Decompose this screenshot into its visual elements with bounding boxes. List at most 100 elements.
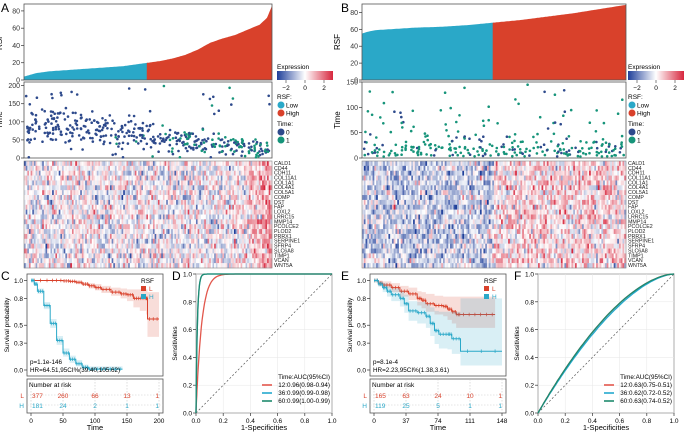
- heatmap-cell: [114, 253, 117, 259]
- heatmap-cell: [209, 161, 212, 167]
- heatmap-cell: [25, 199, 28, 205]
- heatmap-cell: [237, 175, 240, 181]
- heatmap-cell: [192, 180, 195, 186]
- gene-label: COL5A1: [274, 190, 294, 196]
- heatmap-cell: [497, 170, 500, 176]
- heatmap-cell: [171, 253, 174, 259]
- heatmap-cell: [28, 175, 31, 181]
- data-point: [254, 156, 258, 159]
- heatmap-cell: [121, 238, 124, 244]
- heatmap-cell: [62, 195, 64, 201]
- heatmap-cell: [88, 219, 91, 225]
- heatmap-cell: [27, 224, 30, 230]
- heatmap-cell: [407, 170, 410, 176]
- heatmap-cell: [210, 258, 213, 264]
- heatmap-cell: [238, 238, 241, 244]
- heatmap-cell: [146, 180, 149, 186]
- heatmap-cell: [43, 263, 46, 269]
- heatmap-cell: [370, 180, 373, 186]
- heatmap-cell: [66, 214, 69, 220]
- heatmap-cell: [105, 253, 107, 259]
- heatmap-cell: [24, 248, 26, 254]
- heatmap-cell: [62, 224, 64, 230]
- data-point: [59, 130, 63, 133]
- heatmap-cell: [108, 258, 111, 264]
- heatmap-cell: [118, 248, 121, 254]
- heatmap-cell: [232, 253, 235, 259]
- heatmap-cell: [257, 195, 260, 201]
- heatmap-cell: [253, 229, 256, 235]
- heatmap-cell: [91, 185, 94, 191]
- heatmap-cell: [618, 180, 622, 186]
- data-point: [46, 131, 49, 134]
- heatmap-cell: [90, 263, 93, 269]
- heatmap-cell: [263, 204, 266, 210]
- heatmap-cell: [267, 175, 269, 181]
- heatmap-cell: [32, 219, 35, 225]
- heatmap-cell: [555, 185, 558, 191]
- data-point: [610, 154, 614, 158]
- heatmap-cell: [42, 214, 45, 220]
- heatmap-cell: [494, 161, 497, 167]
- heatmap-cell: [86, 165, 89, 171]
- data-point: [106, 121, 109, 125]
- heatmap-cell: [114, 199, 117, 205]
- heatmap-cell: [105, 190, 107, 196]
- heatmap-cell: [189, 170, 192, 176]
- heatmap-cell: [207, 224, 210, 230]
- heatmap-cell: [543, 180, 546, 186]
- heatmap-cell: [200, 209, 203, 215]
- heatmap-cell: [103, 238, 106, 244]
- heatmap-cell: [238, 204, 241, 210]
- heatmap-cell: [156, 185, 159, 191]
- heatmap-cell: [589, 175, 592, 181]
- heatmap-cell: [229, 180, 231, 186]
- heatmap-cell: [30, 165, 33, 171]
- heatmap-cell: [177, 204, 180, 210]
- heatmap-cell: [63, 258, 66, 264]
- heatmap-cell: [270, 180, 273, 186]
- data-point: [234, 139, 237, 142]
- heatmap-cell: [75, 185, 78, 191]
- heatmap-cell: [65, 170, 68, 176]
- heatmap-cell: [88, 229, 91, 235]
- heatmap-cell: [262, 190, 265, 196]
- heatmap-cell: [108, 214, 111, 220]
- data-point: [132, 131, 135, 134]
- heatmap-cell: [409, 180, 412, 186]
- heatmap-cell: [131, 165, 134, 171]
- data-point: [121, 126, 124, 130]
- heatmap-cell: [129, 263, 132, 269]
- heatmap-cell: [80, 238, 83, 244]
- heatmap-cell: [187, 195, 190, 201]
- heatmap-cell: [52, 224, 55, 230]
- heatmap-cell: [172, 195, 175, 201]
- heatmap-cell: [138, 258, 141, 264]
- data-point: [201, 128, 205, 131]
- heatmap-cell: [240, 209, 243, 215]
- data-point: [434, 148, 437, 152]
- heatmap-cell: [25, 214, 28, 220]
- heatmap-cell: [238, 180, 241, 186]
- heatmap-cell: [190, 209, 193, 215]
- heatmap-cell: [603, 175, 606, 181]
- heatmap-cell: [53, 263, 56, 269]
- heatmap-cell: [215, 165, 218, 171]
- heatmap-cell: [171, 170, 174, 176]
- data-point: [455, 120, 458, 124]
- heatmap-cell: [57, 214, 60, 220]
- heatmap-cell: [255, 238, 258, 244]
- heatmap-cell: [136, 199, 139, 205]
- heatmap-cell: [53, 180, 56, 186]
- data-point: [38, 127, 41, 130]
- heatmap-cell: [248, 170, 251, 176]
- heatmap-cell: [263, 214, 266, 220]
- heatmap-cell: [32, 175, 35, 181]
- heatmap-cell: [232, 224, 235, 230]
- data-point: [46, 118, 49, 121]
- heatmap-cell: [103, 199, 106, 205]
- heatmap-cell: [57, 204, 60, 210]
- heatmap-cell: [30, 161, 33, 167]
- heatmap-cell: [204, 248, 207, 254]
- heatmap-cell: [215, 253, 218, 259]
